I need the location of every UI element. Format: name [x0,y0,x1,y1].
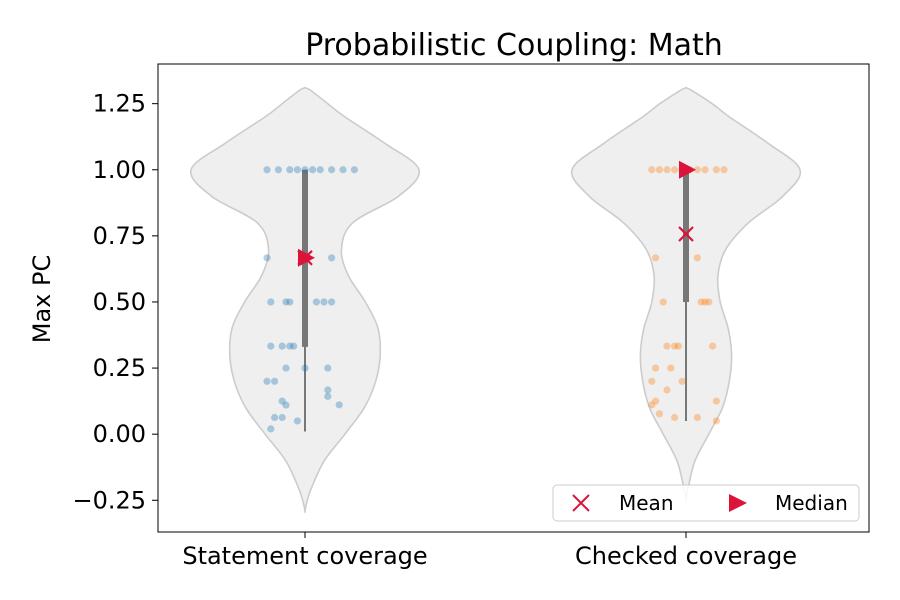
x-tick-label: Checked coverage [575,542,797,570]
legend-mean-marker [572,494,590,512]
data-point [282,298,290,306]
data-point [263,377,271,385]
y-tick-label: 1.00 [93,156,146,184]
data-point [655,410,664,418]
data-point [328,166,336,174]
y-tick-label: −0.25 [72,486,146,514]
data-point [671,166,679,174]
data-point [697,298,705,306]
y-tick-label: 1.25 [93,90,146,118]
data-point [701,298,709,306]
data-point [674,342,683,350]
data-point [712,397,721,405]
data-point [278,342,286,350]
legend-box [552,484,860,522]
data-point [659,298,667,306]
y-tick-label: 0.50 [93,288,146,316]
median-marker [679,160,696,179]
data-point [286,166,294,174]
data-point [293,166,301,174]
data-point [701,166,709,174]
data-point [286,298,294,306]
mean-marker [678,226,694,242]
data-point [312,298,320,306]
data-point [293,417,301,425]
data-point [652,254,660,262]
data-point [282,401,290,409]
data-point [267,425,275,433]
data-point [693,166,702,174]
data-point [655,166,664,174]
data-point [328,298,336,306]
data-point [663,386,671,394]
data-point [290,342,298,350]
x-tick-label: Statement coverage [182,542,427,570]
data-point [324,392,332,400]
data-point [271,413,279,422]
data-point [301,166,309,174]
data-point [301,364,309,372]
data-point [339,166,347,174]
data-point [678,377,686,385]
data-point [648,377,656,385]
data-point [328,254,336,262]
data-point [324,364,332,372]
data-point [712,417,721,425]
data-point [712,166,721,174]
data-point [286,342,294,350]
data-point [324,386,332,394]
data-point [648,166,656,174]
data-point [693,413,702,422]
data-point [278,397,286,405]
y-tick-label: 0.75 [93,222,146,250]
data-point [720,166,728,174]
data-point [671,413,679,422]
data-point [693,254,702,262]
data-point [309,166,317,174]
y-axis-label: Max PC [28,255,56,343]
data-point [267,342,275,350]
legend-mean-label: Mean [619,491,674,515]
legend-median-marker [729,494,747,512]
data-point [267,298,275,306]
data-point [350,166,358,174]
data-point [652,364,660,372]
data-point [263,166,271,174]
data-point [709,342,717,350]
data-point [263,254,271,262]
y-tick-label: 0.00 [93,420,146,448]
data-point [671,342,679,350]
data-point [667,364,675,372]
data-point [316,166,324,174]
y-tick-label: 0.25 [93,354,146,382]
data-point [271,377,279,385]
plot-area: 1.25 1.00 0.75 0.50 0.25 0.00 −0.25 Statement c… [72,63,870,570]
data-point [705,298,713,306]
chart-title: Probabilistic Coupling: Math [305,28,723,63]
median-marker [298,248,315,267]
axes-frame [157,63,870,533]
data-point [663,342,671,350]
data-point [274,166,282,174]
data-point [282,364,290,372]
data-point [652,397,660,405]
legend-median-label: Median [775,491,848,515]
data-point [278,413,286,422]
data-point [663,166,671,174]
data-point [648,401,656,409]
data-point [335,401,343,409]
data-point [320,298,328,306]
